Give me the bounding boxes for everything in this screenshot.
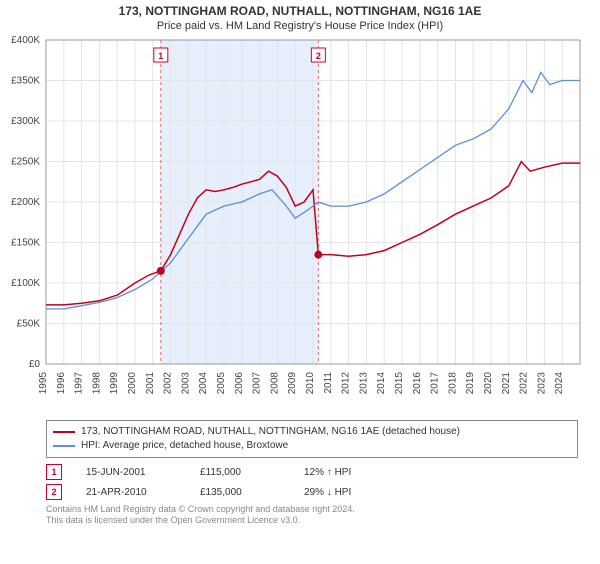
footer-line: Contains HM Land Registry data © Crown c… (46, 504, 578, 515)
x-tick-label: 2009 (287, 372, 298, 395)
marker-badge-num: 2 (316, 51, 321, 61)
y-tick-label: £300K (11, 116, 40, 127)
x-tick-label: 2024 (554, 372, 565, 395)
footer-attribution: Contains HM Land Registry data © Crown c… (46, 504, 578, 527)
legend-label: HPI: Average price, detached house, Brox… (81, 439, 288, 453)
x-tick-label: 2006 (234, 372, 245, 395)
x-tick-label: 2023 (536, 372, 547, 395)
tx-date: 15-JUN-2001 (86, 467, 176, 478)
x-tick-label: 2011 (323, 372, 334, 394)
y-tick-label: £0 (29, 359, 41, 370)
tx-price: £115,000 (200, 467, 280, 478)
legend-label: 173, NOTTINGHAM ROAD, NUTHALL, NOTTINGHA… (81, 425, 460, 439)
tx-badge: 2 (46, 484, 62, 500)
x-tick-label: 2007 (252, 372, 263, 395)
y-tick-label: £100K (11, 278, 40, 289)
x-tick-label: 2018 (447, 372, 458, 395)
x-tick-label: 2017 (430, 372, 441, 395)
tx-diff: 29% ↓ HPI (304, 487, 394, 498)
marker-dot (157, 267, 165, 275)
x-tick-label: 2020 (483, 372, 494, 395)
x-tick-label: 1995 (38, 372, 49, 395)
x-tick-label: 2003 (180, 372, 191, 395)
x-tick-label: 2015 (394, 372, 405, 395)
legend-row: 173, NOTTINGHAM ROAD, NUTHALL, NOTTINGHA… (53, 425, 571, 439)
x-tick-label: 1998 (91, 372, 102, 395)
x-tick-label: 2005 (216, 372, 227, 395)
tx-price: £135,000 (200, 487, 280, 498)
x-tick-label: 2008 (269, 372, 280, 395)
legend-swatch (53, 431, 75, 433)
x-tick-label: 2022 (519, 372, 530, 395)
y-tick-label: £200K (11, 197, 40, 208)
y-tick-label: £50K (17, 319, 41, 330)
y-tick-label: £250K (11, 157, 40, 168)
x-tick-label: 1996 (56, 372, 67, 395)
x-tick-label: 2012 (341, 372, 352, 395)
chart-area: £0 £50K £100K £150K £200K £250K £300K £350K £400… (0, 34, 600, 414)
tx-badge: 1 (46, 464, 62, 480)
transaction-row: 1 15-JUN-2001 £115,000 12% ↑ HPI (46, 462, 578, 482)
tx-date: 21-APR-2010 (86, 487, 176, 498)
legend: 173, NOTTINGHAM ROAD, NUTHALL, NOTTINGHA… (46, 420, 578, 458)
tx-diff: 12% ↑ HPI (304, 467, 394, 478)
y-tick-label: £400K (11, 35, 40, 46)
legend-swatch (53, 445, 75, 447)
y-tick-label: £150K (11, 238, 40, 249)
x-tick-label: 2004 (198, 372, 209, 395)
x-tick-label: 2001 (145, 372, 156, 395)
footer-line: This data is licensed under the Open Gov… (46, 515, 578, 526)
y-tick-label: £350K (11, 76, 40, 87)
marker-badge-num: 1 (158, 51, 163, 61)
page-subtitle: Price paid vs. HM Land Registry's House … (0, 20, 600, 32)
x-tick-label: 2000 (127, 372, 138, 395)
transaction-table: 1 15-JUN-2001 £115,000 12% ↑ HPI 2 21-APR-201… (46, 462, 578, 502)
chart-svg: £0 £50K £100K £150K £200K £250K £300K £350K £400… (0, 34, 600, 414)
x-tick-label: 2019 (465, 372, 476, 395)
x-tick-label: 2013 (358, 372, 369, 395)
transaction-row: 2 21-APR-2010 £135,000 29% ↓ HPI (46, 482, 578, 502)
x-tick-label: 2021 (501, 372, 512, 395)
page-title: 173, NOTTINGHAM ROAD, NUTHALL, NOTTINGHA… (0, 4, 600, 18)
legend-row: HPI: Average price, detached house, Brox… (53, 439, 571, 453)
x-tick-label: 1999 (109, 372, 120, 395)
x-tick-label: 1997 (74, 372, 85, 395)
x-tick-label: 2016 (412, 372, 423, 395)
x-tick-label: 2002 (163, 372, 174, 395)
x-tick-label: 2014 (376, 372, 387, 395)
x-tick-label: 2010 (305, 372, 316, 395)
marker-dot (314, 251, 322, 259)
